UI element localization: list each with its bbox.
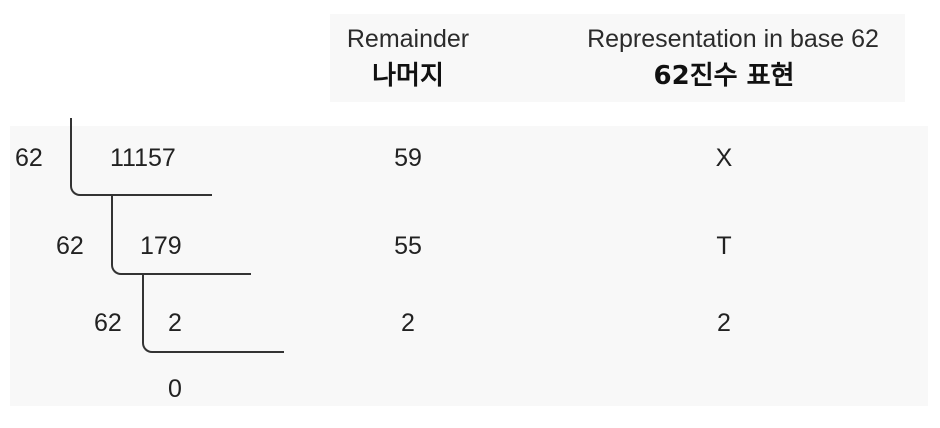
remainder-header: Remainder xyxy=(346,25,470,53)
dividend: 11157 xyxy=(110,144,176,172)
table-body xyxy=(10,126,928,406)
representation-header-korean: 62진수 표현 xyxy=(653,61,795,91)
representation-header: Representation in base 62 xyxy=(587,25,879,53)
divisor: 62 xyxy=(15,144,43,172)
dividend: 2 xyxy=(168,309,182,337)
remainder-value: 2 xyxy=(401,309,415,337)
final-quotient: 0 xyxy=(168,375,182,403)
division-bracket-3 xyxy=(142,275,284,353)
base62-digit: X xyxy=(715,144,733,172)
division-bracket-2 xyxy=(111,196,251,275)
divisor: 62 xyxy=(56,232,84,260)
base62-digit: 2 xyxy=(717,309,731,337)
remainder-value: 59 xyxy=(394,144,422,172)
divisor: 62 xyxy=(94,309,122,337)
header-band xyxy=(330,14,905,102)
base62-digit: T xyxy=(716,232,732,260)
division-bracket-1 xyxy=(70,118,212,196)
remainder-value: 55 xyxy=(394,232,422,260)
remainder-header-korean: 나머지 xyxy=(372,61,444,91)
dividend: 179 xyxy=(140,232,182,260)
